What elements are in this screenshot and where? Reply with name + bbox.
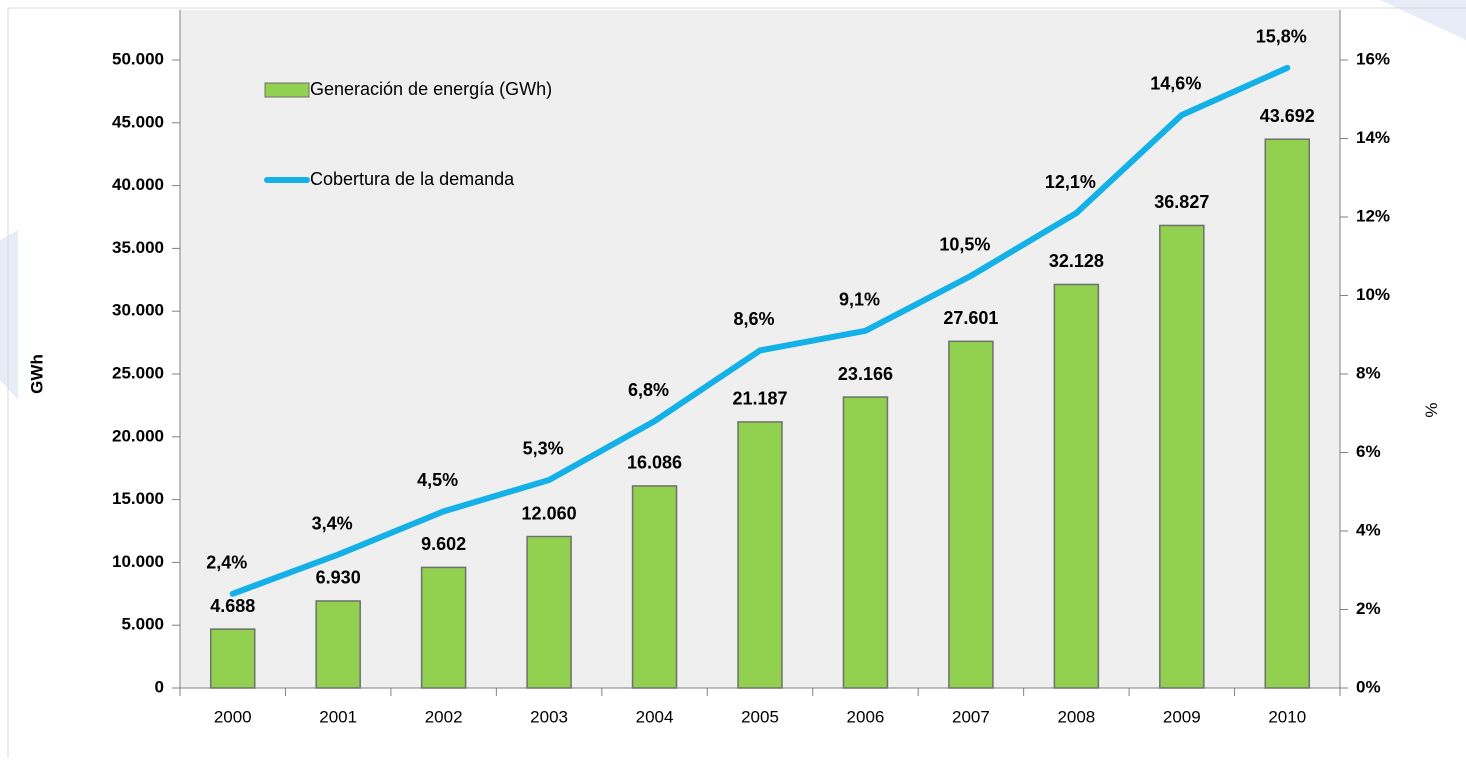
y2-tick-label: 12% bbox=[1356, 206, 1390, 225]
bar-value-label: 23.166 bbox=[838, 364, 893, 384]
y-tick-label: 5.000 bbox=[121, 615, 164, 634]
y2-tick-label: 0% bbox=[1356, 677, 1381, 696]
line-value-label: 9,1% bbox=[839, 290, 880, 310]
bar bbox=[1053, 283, 1100, 689]
y2-tick-label: 2% bbox=[1356, 599, 1381, 618]
bar bbox=[526, 535, 572, 689]
y2-tick-label: 10% bbox=[1356, 285, 1390, 304]
x-tick-label: 2006 bbox=[847, 707, 885, 726]
y2-tick-label: 8% bbox=[1356, 363, 1381, 382]
bar bbox=[420, 566, 467, 689]
bar bbox=[315, 600, 361, 689]
y-tick-label: 10.000 bbox=[112, 552, 164, 571]
y2-tick-label: 4% bbox=[1356, 520, 1381, 539]
line-value-label: 15,8% bbox=[1256, 27, 1307, 47]
y-tick-label: 25.000 bbox=[112, 363, 164, 382]
line-value-label: 6,8% bbox=[628, 380, 669, 400]
line-value-label: 4,5% bbox=[417, 470, 458, 490]
x-tick-label: 2004 bbox=[636, 707, 674, 726]
bar-value-label: 43.692 bbox=[1260, 106, 1315, 126]
bar-value-label: 12.060 bbox=[522, 503, 577, 523]
x-tick-label: 2001 bbox=[319, 707, 357, 726]
bar-value-label: 27.601 bbox=[943, 308, 998, 328]
bar bbox=[948, 340, 994, 689]
line bbox=[229, 64, 1291, 597]
bar-value-label: 9.602 bbox=[421, 534, 466, 554]
decoration bbox=[1380, 0, 1466, 40]
bar-value-label: 21.187 bbox=[732, 389, 787, 409]
bar bbox=[842, 396, 889, 689]
y-axis-title: GWh bbox=[27, 354, 46, 394]
y2-axis-title: % bbox=[1422, 402, 1441, 417]
x-tick-label: 2002 bbox=[425, 707, 463, 726]
y2-tick-label: 14% bbox=[1356, 128, 1390, 147]
x-tick-label: 2010 bbox=[1268, 707, 1306, 726]
y-tick-label: 20.000 bbox=[112, 426, 164, 445]
line-value-label: 10,5% bbox=[939, 235, 990, 255]
y-tick-label: 50.000 bbox=[112, 49, 164, 68]
legend-swatch bbox=[264, 82, 310, 98]
line-value-label: 3,4% bbox=[312, 513, 353, 533]
line-value-label: 8,6% bbox=[733, 309, 774, 329]
x-tick-label: 2009 bbox=[1163, 707, 1201, 726]
x-tick-label: 2007 bbox=[952, 707, 990, 726]
bar-value-label: 16.086 bbox=[627, 453, 682, 473]
y-tick-label: 0 bbox=[155, 677, 164, 696]
y-tick-label: 30.000 bbox=[112, 301, 164, 320]
bar bbox=[737, 421, 783, 689]
x-tick-label: 2000 bbox=[214, 707, 252, 726]
y-tick-label: 35.000 bbox=[112, 238, 164, 257]
line-value-label: 2,4% bbox=[206, 553, 247, 573]
bar-value-label: 4.688 bbox=[210, 596, 255, 616]
legend-label: Cobertura de la demanda bbox=[310, 169, 515, 189]
bar-value-label: 6.930 bbox=[316, 568, 361, 588]
decoration bbox=[0, 230, 18, 400]
x-tick-label: 2005 bbox=[741, 707, 779, 726]
y-tick-label: 40.000 bbox=[112, 175, 164, 194]
y2-tick-label: 16% bbox=[1356, 49, 1390, 68]
bar bbox=[1159, 224, 1205, 689]
y-tick-label: 45.000 bbox=[112, 112, 164, 131]
y2-tick-label: 6% bbox=[1356, 442, 1381, 461]
bar bbox=[1264, 138, 1311, 689]
bar-value-label: 32.128 bbox=[1049, 251, 1104, 271]
y-tick-label: 15.000 bbox=[112, 489, 164, 508]
bar-value-label: 36.827 bbox=[1154, 192, 1209, 212]
legend-label: Generación de energía (GWh) bbox=[310, 79, 552, 99]
bar bbox=[631, 485, 678, 689]
line-value-label: 12,1% bbox=[1045, 172, 1096, 192]
line-value-label: 5,3% bbox=[523, 439, 564, 459]
bar bbox=[209, 628, 256, 689]
line-value-label: 14,6% bbox=[1150, 74, 1201, 94]
x-tick-label: 2003 bbox=[530, 707, 568, 726]
x-tick-label: 2008 bbox=[1057, 707, 1095, 726]
